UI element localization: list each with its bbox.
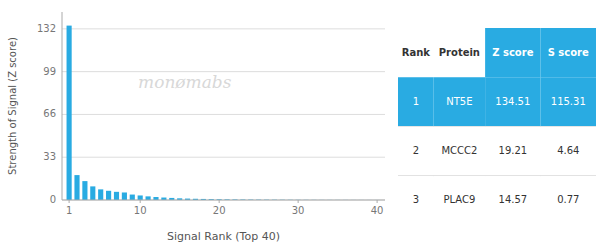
bar [106,191,111,200]
table-header-cell [541,28,596,77]
table-cell: 2 [413,145,419,156]
y-tick-label: 0 [50,194,56,205]
grid-line [62,28,385,29]
x-tick [140,200,141,203]
x-tick [377,200,378,203]
table-header: S score [548,47,589,58]
bars [67,26,380,200]
table-cell-bg [434,176,485,225]
table-cell: 14.57 [499,194,528,205]
table-cell-bg [434,77,485,126]
table-cell-bg [485,176,540,225]
grid-line [62,200,385,201]
watermark: monømabs [138,72,232,92]
table-cell-bg [541,176,596,225]
bar [74,175,79,200]
x-tick-label: 10 [134,205,147,216]
bar [98,189,103,200]
grid-line [62,114,385,115]
y-tick-label: 66 [43,108,56,119]
x-tick [298,200,299,203]
x-axis-title: Signal Rank (Top 40) [167,230,280,243]
table-header-cell [485,28,540,77]
x-tick-label: 40 [371,205,384,216]
table-cell-bg [485,77,540,126]
table-cell-bg [398,176,434,225]
bar [146,196,151,200]
y-axis-line [62,12,63,200]
y-tick-label: 33 [43,151,56,162]
table-cell: 4.64 [557,145,579,156]
table-cell: PLAC9 [443,194,475,205]
table-header-cell [398,28,434,77]
table-cell: 115.31 [551,96,586,107]
y-axis-title: Strength of Signal (Z score) [7,37,18,175]
table-header: Protein [439,47,480,58]
table-cell-bg [485,127,540,176]
table-cell-bg [434,127,485,176]
y-tick-label: 132 [37,23,56,34]
x-tick [219,200,220,203]
table-cell: 19.21 [499,145,528,156]
table-cell-bg [541,77,596,126]
bar [122,192,127,200]
table-cell-bg [398,77,434,126]
x-tick-label: 30 [292,205,305,216]
table-cell: 0.77 [557,194,579,205]
y-grid [62,29,385,200]
y-tick-label: 99 [43,66,56,77]
bar [138,195,143,200]
table-header: Rank [402,47,431,58]
table-cell: MCCC2 [441,145,477,156]
table-cell: NT5E [446,96,472,107]
table-header: Z score [492,47,533,58]
chart: 0336699132monømabs110203040Signal Rank (… [0,0,600,250]
bar [130,195,135,200]
table-cell-bg [398,127,434,176]
bar [114,192,119,200]
table-cell: 134.51 [495,96,530,107]
table-cell-bg [541,127,596,176]
x-tick-label: 20 [213,205,226,216]
x-axis-line [62,200,385,201]
table-cell: 1 [413,96,419,107]
x-tick [69,200,70,203]
bar [82,181,87,200]
table-cell: 3 [413,194,419,205]
bar [90,186,95,200]
table: Rank Protein Z score S score 1 NT5E 134.51 115.… [398,28,596,225]
x-tick-label: 1 [66,205,72,216]
table-header-cell [434,28,485,77]
bar [67,26,72,200]
grid-line [62,157,385,158]
